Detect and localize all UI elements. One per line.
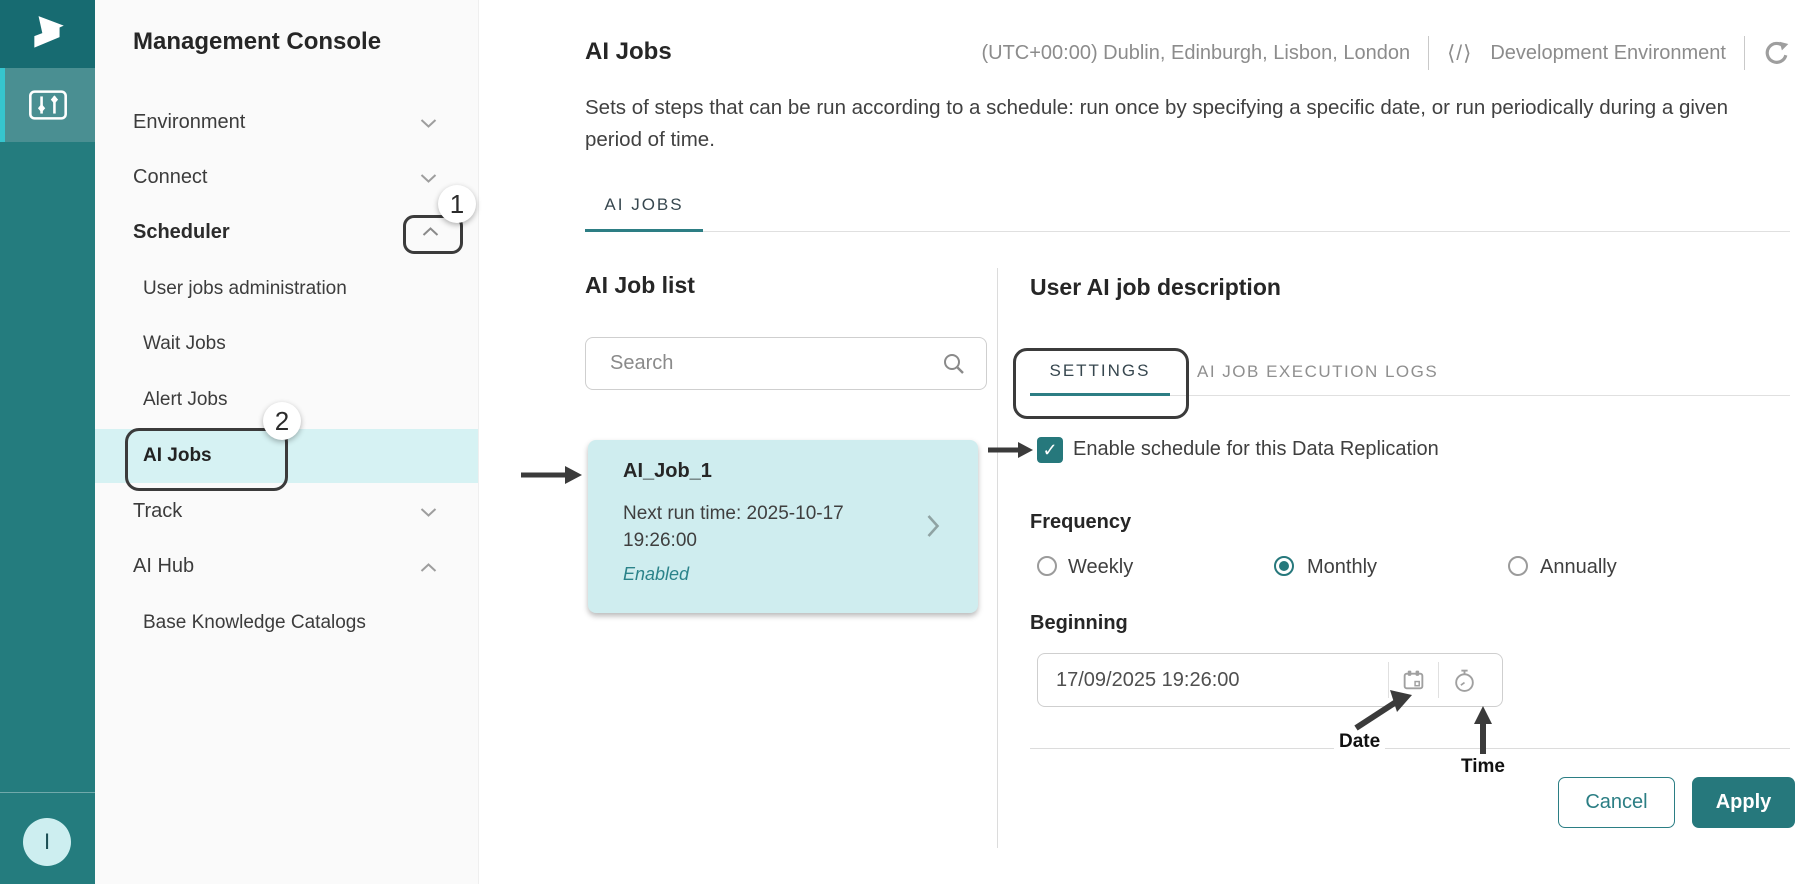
sidebar-title: Management Console	[133, 28, 382, 55]
time-picker-button[interactable]	[1439, 654, 1489, 706]
header-divider	[1744, 36, 1745, 70]
annotation-date-label: Date	[1334, 731, 1386, 753]
frequency-heading: Frequency	[1030, 511, 1132, 533]
chevron-down-icon[interactable]	[420, 173, 437, 184]
date-picker-button[interactable]	[1389, 654, 1438, 706]
radio-monthly[interactable]	[1274, 556, 1294, 576]
page-title: AI Jobs	[585, 38, 672, 65]
tab-settings[interactable]: SETTINGS	[1049, 361, 1151, 380]
sidebar-item-track[interactable]: Track	[133, 500, 183, 522]
sidebar-item-ai-jobs[interactable]: AI Jobs	[143, 445, 212, 466]
annotation-arrow-date	[1354, 690, 1412, 731]
icon-rail: I	[0, 0, 95, 884]
tab-row-border	[585, 231, 1790, 232]
sidebar-item-wait-jobs[interactable]: Wait Jobs	[143, 333, 226, 354]
search-icon[interactable]	[942, 352, 966, 376]
annotation-time-label: Time	[1456, 756, 1511, 778]
timezone-label: (UTC+00:00) Dublin, Edinburgh, Lisbon, L…	[981, 41, 1411, 64]
annotation-step-2-badge: 2	[263, 402, 301, 440]
sidebar-item-environment[interactable]: Environment	[133, 111, 246, 133]
input-divider	[1438, 662, 1439, 698]
tab-ai-jobs[interactable]: AI JOBS	[604, 195, 684, 214]
radio-monthly-label[interactable]: Monthly	[1307, 556, 1378, 578]
apply-button[interactable]: Apply	[1692, 777, 1795, 828]
chevron-up-icon[interactable]	[420, 562, 437, 573]
detail-tab-row-border	[1030, 395, 1790, 396]
chevron-down-icon[interactable]	[420, 507, 437, 518]
stopwatch-icon	[1454, 669, 1474, 692]
page-description: Sets of steps that can be run according …	[585, 96, 1728, 151]
sidebar-item-alert-jobs[interactable]: Alert Jobs	[143, 389, 228, 410]
radio-weekly-label[interactable]: Weekly	[1068, 556, 1134, 578]
datetime-input[interactable]	[1038, 667, 1388, 693]
enable-schedule-checkbox[interactable]: ✓	[1037, 437, 1063, 463]
calendar-icon	[1403, 670, 1424, 689]
rail-divider	[0, 792, 95, 793]
footer-divider	[1030, 748, 1790, 749]
beginning-datetime-field	[1037, 653, 1503, 707]
job-next-run-time: Next run time: 2025-10-17 19:26:00	[623, 503, 844, 551]
cancel-button[interactable]: Cancel	[1558, 777, 1675, 828]
radio-annually-label[interactable]: Annually	[1540, 556, 1617, 578]
app-logo[interactable]	[0, 0, 95, 68]
tab-ai-jobs-underline	[585, 229, 703, 232]
annotation-arrow-time	[1474, 706, 1492, 754]
chevron-up-icon[interactable]	[422, 226, 439, 237]
tab-settings-underline	[1030, 393, 1170, 396]
tab-ai-job-execution-logs[interactable]: AI JOB EXECUTION LOGS	[1197, 362, 1439, 381]
refresh-icon[interactable]	[1763, 40, 1790, 67]
code-icon: ⟨/⟩	[1447, 41, 1473, 65]
user-avatar[interactable]: I	[23, 818, 71, 866]
search-input[interactable]	[586, 352, 942, 375]
header-divider	[1428, 36, 1430, 70]
job-card-ai-job-1[interactable]: AI_Job_1 Next run time: 2025-10-17 19:26…	[588, 440, 978, 613]
job-search	[585, 337, 987, 390]
job-detail-heading: User AI job description	[1030, 274, 1281, 300]
rail-active-accent	[0, 68, 5, 142]
sidebar-item-scheduler[interactable]: Scheduler	[133, 221, 230, 243]
annotation-arrow-job-card	[521, 466, 582, 484]
job-status-badge: Enabled	[623, 564, 690, 584]
sliders-icon	[28, 90, 67, 120]
chevron-down-icon[interactable]	[420, 118, 437, 129]
rail-item-management-console[interactable]	[0, 68, 95, 142]
annotation-arrow-checkbox	[988, 442, 1033, 458]
job-name: AI_Job_1	[623, 460, 712, 482]
logo-icon	[33, 16, 64, 48]
header-right-group: (UTC+00:00) Dublin, Edinburgh, Lisbon, L…	[981, 36, 1790, 70]
annotation-step-1-badge: 1	[438, 185, 476, 223]
chevron-right-icon[interactable]	[926, 514, 940, 538]
annotation-box-settings-tab	[1013, 348, 1189, 419]
enable-schedule-label: Enable schedule for this Data Replicatio…	[1073, 438, 1439, 460]
job-list-heading: AI Job list	[585, 272, 695, 298]
annotation-box-scheduler-chevron	[403, 215, 463, 254]
sidebar-item-base-knowledge-catalogs[interactable]: Base Knowledge Catalogs	[143, 612, 366, 633]
environment-name: Development Environment	[1490, 41, 1726, 64]
column-divider	[997, 268, 998, 848]
radio-weekly[interactable]	[1037, 556, 1057, 576]
beginning-heading: Beginning	[1030, 612, 1128, 634]
check-icon: ✓	[1042, 439, 1058, 460]
sidebar-item-ai-hub[interactable]: AI Hub	[133, 555, 195, 577]
annotation-box-ai-jobs	[125, 428, 288, 491]
sidebar-item-user-jobs-administration[interactable]: User jobs administration	[143, 278, 347, 299]
radio-annually[interactable]	[1508, 556, 1528, 576]
input-divider	[1388, 662, 1389, 698]
sidebar-item-connect[interactable]: Connect	[133, 166, 208, 188]
